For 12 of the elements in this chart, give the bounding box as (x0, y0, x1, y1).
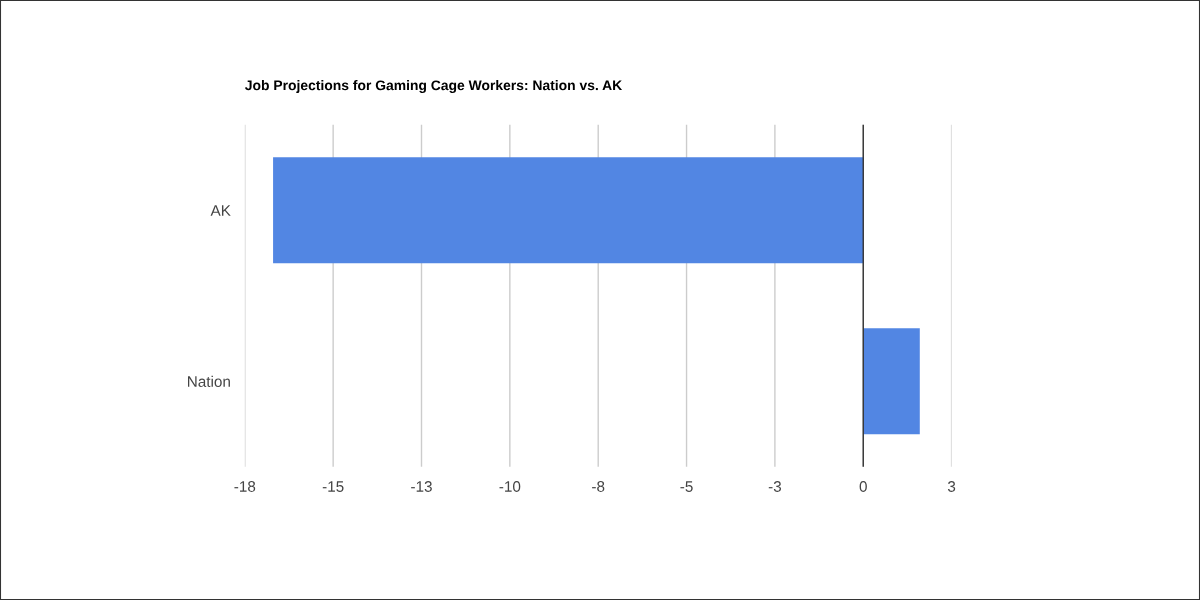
x-tick-label: -10 (499, 481, 521, 492)
x-tick-label: 0 (859, 481, 867, 492)
x-tick-label: -3 (768, 481, 782, 492)
y-tick-label: AK (210, 205, 231, 216)
x-tick-label: -8 (592, 481, 605, 492)
x-tick-label: -5 (680, 481, 693, 492)
chart-title: Job Projections for Gaming Cage Workers: Nation vs. AK (245, 80, 623, 94)
x-tick-label: -18 (234, 481, 256, 492)
x-tick-label: 3 (947, 481, 956, 492)
y-tick-label: Nation (188, 375, 230, 387)
x-tick-label: -13 (411, 481, 432, 492)
x-tick-label: -15 (322, 481, 344, 492)
